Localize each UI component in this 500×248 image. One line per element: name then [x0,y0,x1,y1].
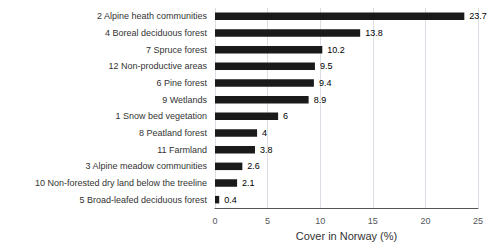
svg-text:4: 4 [262,128,267,138]
svg-text:8 Peatland forest: 8 Peatland forest [139,128,208,138]
svg-text:10.2: 10.2 [327,45,345,55]
svg-text:4 Boreal deciduous forest: 4 Boreal deciduous forest [105,28,208,38]
svg-text:10 Non-forested dry land below: 10 Non-forested dry land below the treel… [35,178,207,188]
svg-text:11 Farmland: 11 Farmland [157,145,207,155]
svg-text:9.4: 9.4 [319,78,332,88]
svg-text:2.6: 2.6 [247,161,260,171]
svg-text:7 Spruce forest: 7 Spruce forest [146,45,208,55]
svg-text:20: 20 [420,216,430,226]
svg-text:6 Pine forest: 6 Pine forest [156,78,207,88]
svg-text:0: 0 [212,216,217,226]
svg-text:1 Snow bed vegetation: 1 Snow bed vegetation [115,111,207,121]
svg-text:0.4: 0.4 [224,195,237,205]
svg-text:5 Broad-leafed deciduous fores: 5 Broad-leafed deciduous forest [79,195,207,205]
svg-text:12 Non-productive areas: 12 Non-productive areas [108,61,207,71]
svg-text:25: 25 [473,216,483,226]
svg-text:3 Alpine meadow communities: 3 Alpine meadow communities [85,161,207,171]
svg-text:15: 15 [368,216,378,226]
svg-text:Cover in Norway (%): Cover in Norway (%) [296,230,397,242]
svg-text:2 Alpine heath communities: 2 Alpine heath communities [97,11,208,21]
svg-text:13.8: 13.8 [365,28,383,38]
svg-text:23.7: 23.7 [469,11,487,21]
svg-text:9 Wetlands: 9 Wetlands [162,95,207,105]
svg-text:8.9: 8.9 [314,95,327,105]
svg-text:3.8: 3.8 [260,145,273,155]
svg-text:5: 5 [265,216,270,226]
svg-text:6: 6 [283,111,288,121]
svg-text:2.1: 2.1 [242,178,255,188]
svg-text:9.5: 9.5 [320,61,333,71]
svg-text:10: 10 [315,216,325,226]
